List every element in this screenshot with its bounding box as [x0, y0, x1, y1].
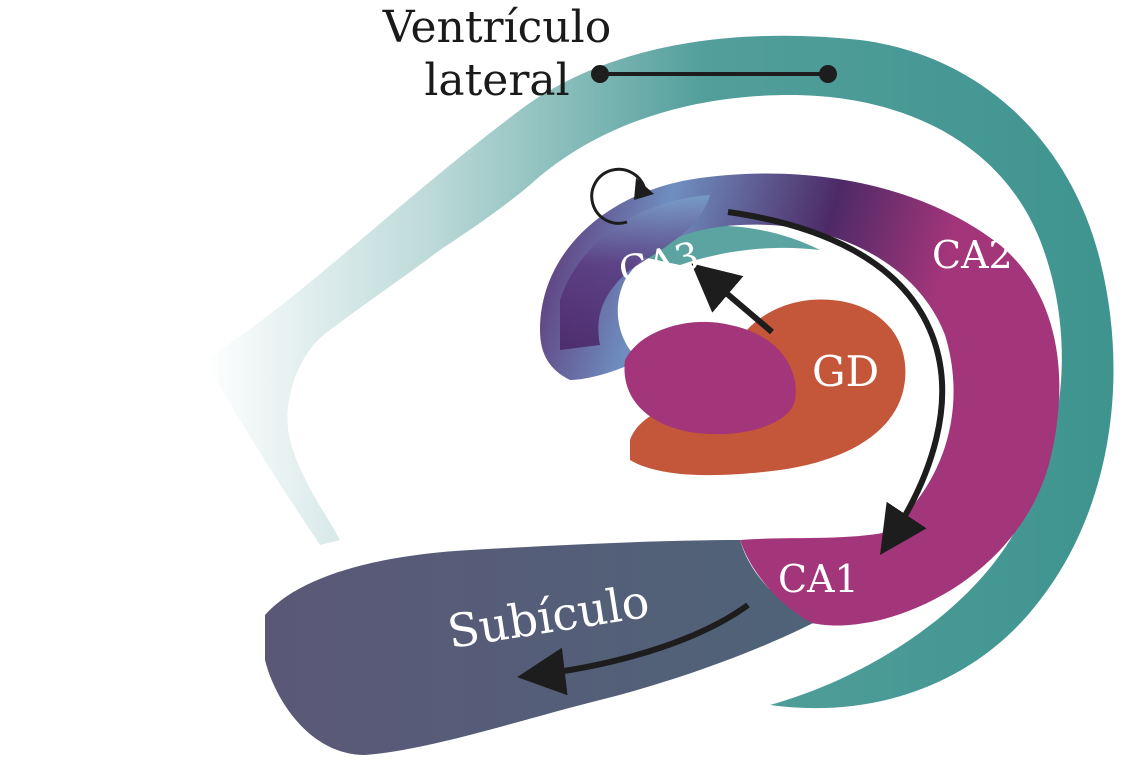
label-ca2: CA2: [932, 233, 1013, 277]
arrow-ca3-to-ca1: [727, 209, 946, 555]
label-ca1: CA1: [778, 557, 859, 601]
ca-field: [540, 173, 1060, 625]
arrow-gd-to-ca3: [691, 263, 774, 335]
arrow-ca1-to-subiculum: [517, 602, 750, 696]
dentate-gyrus: [624, 299, 906, 476]
label-ventriculo-line1: Ventrículo: [382, 2, 611, 53]
subiculum: [265, 540, 815, 755]
ventricle-pointer: [591, 65, 837, 83]
circular-arrow-icon: [590, 167, 654, 225]
label-ventriculo-line2: lateral: [424, 55, 569, 106]
label-gd: GD: [812, 347, 879, 396]
